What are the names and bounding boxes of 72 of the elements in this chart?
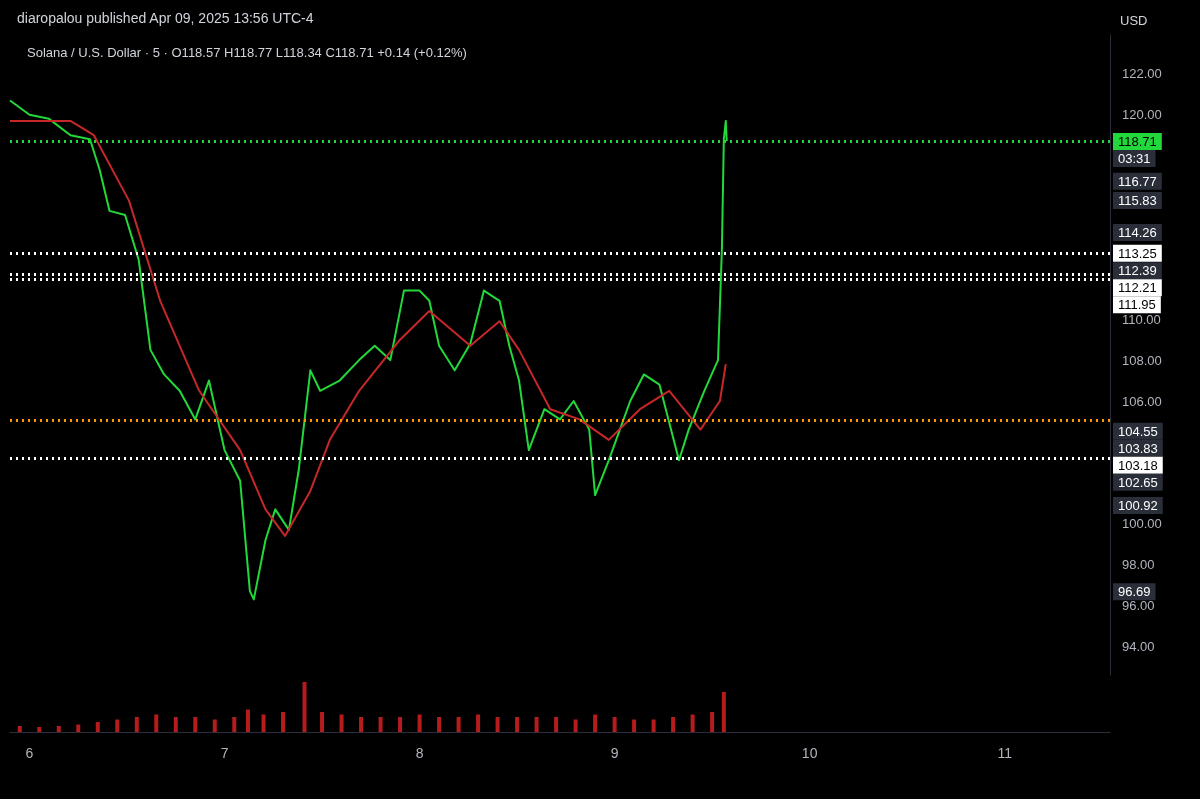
y-tick-label: 106.00 xyxy=(1122,393,1162,409)
ref-line-label: 118.71 xyxy=(1118,134,1157,150)
line-series xyxy=(9,119,727,537)
text: Solana / U.S. Dollar · 5 · O118.57 H118.77 L118.34 C118.71 +0.14 (+0.12%) xyxy=(27,45,467,60)
bar xyxy=(76,724,81,732)
x-tick-label: 11 xyxy=(997,745,1013,761)
bar xyxy=(437,717,442,732)
x-tick-label: 6 xyxy=(25,745,34,761)
bar xyxy=(456,717,461,732)
bar xyxy=(115,719,120,732)
text: 96.69 xyxy=(1118,584,1151,600)
y-tick-label: 110.00 xyxy=(1122,311,1161,327)
text: 104.55 xyxy=(1118,423,1158,439)
bar xyxy=(154,714,159,732)
bar xyxy=(95,722,100,732)
text: 100.92 xyxy=(1118,497,1158,513)
y-tick-label: 120.00 xyxy=(1122,107,1162,123)
bar xyxy=(339,714,344,732)
bar xyxy=(671,717,676,732)
bar xyxy=(378,717,383,732)
bar xyxy=(232,717,237,732)
bar xyxy=(302,682,307,732)
y-tick-label: 96.00 xyxy=(1122,597,1155,613)
legend-label: 111.95 xyxy=(1118,297,1156,313)
bar xyxy=(261,714,266,732)
text: 103.83 xyxy=(1118,440,1158,456)
bar xyxy=(632,719,637,732)
bar xyxy=(476,714,481,732)
text: 102.65 xyxy=(1118,474,1158,490)
bar xyxy=(134,717,139,732)
bar xyxy=(554,717,559,732)
bar xyxy=(612,717,617,732)
bar xyxy=(593,714,598,732)
y-tick-label: 100.00 xyxy=(1122,516,1162,532)
bar xyxy=(17,726,22,732)
text: 114.26 xyxy=(1118,225,1157,241)
bar xyxy=(193,717,198,732)
x-tick-label: 7 xyxy=(220,745,229,761)
chart-subtitle: diaropalou published Apr 09, 2025 13:56 UTC-4 xyxy=(17,10,314,26)
y-tick-label: 108.00 xyxy=(1122,352,1162,368)
bar xyxy=(534,717,539,732)
y-tick-label: 122.00 xyxy=(1122,66,1162,82)
x-tick-label: 8 xyxy=(415,745,424,761)
bar xyxy=(690,714,695,732)
bar xyxy=(573,719,578,732)
bar xyxy=(56,726,61,732)
ref-line-label: 103.18 xyxy=(1118,457,1158,473)
y-axis-title: USD xyxy=(1120,13,1148,28)
bar xyxy=(721,692,726,732)
bar xyxy=(495,717,500,732)
ref-line-label: 113.25 xyxy=(1118,245,1157,261)
bar xyxy=(710,712,715,732)
bar xyxy=(320,712,325,732)
bar xyxy=(651,719,656,732)
bar xyxy=(515,717,520,732)
text: 03:31 xyxy=(1118,151,1151,167)
bar xyxy=(417,714,422,732)
bar xyxy=(398,717,403,732)
bar xyxy=(173,717,178,732)
text: 116.77 xyxy=(1118,173,1157,189)
text: 115.83 xyxy=(1118,193,1157,209)
bar xyxy=(37,727,42,732)
bar xyxy=(245,709,250,732)
x-tick-label: 9 xyxy=(610,745,619,761)
text: 112.39 xyxy=(1118,263,1157,279)
ref-line-label: 112.21 xyxy=(1118,280,1157,296)
bar xyxy=(281,712,286,732)
bar xyxy=(359,717,364,732)
y-tick-label: 94.00 xyxy=(1122,638,1155,654)
y-tick-label: 98.00 xyxy=(1122,557,1155,573)
bar xyxy=(212,719,217,732)
x-tick-label: 10 xyxy=(801,745,818,761)
